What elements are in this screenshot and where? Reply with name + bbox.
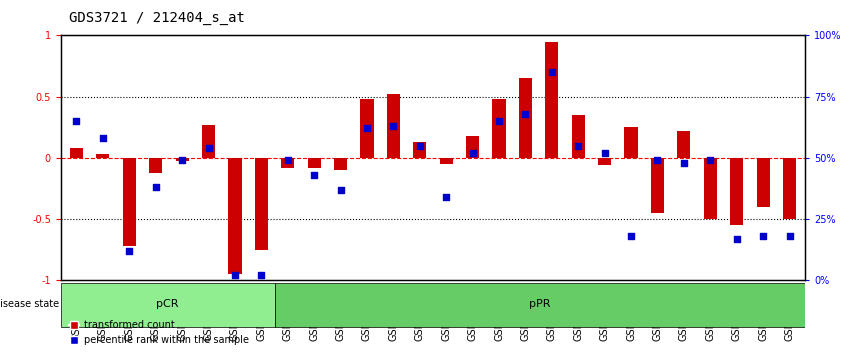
Bar (651, 158, 664, 213)
Point (228, 273, 242, 278)
Point (756, 233, 770, 239)
Point (439, 194, 453, 200)
Bar (123, 158, 136, 246)
Point (466, 150, 480, 156)
Point (519, 111, 533, 116)
Bar (493, 99, 506, 158)
Bar (387, 94, 400, 158)
Bar (598, 158, 611, 165)
Point (255, 273, 268, 278)
FancyBboxPatch shape (275, 283, 805, 327)
Bar (519, 78, 532, 158)
Point (122, 248, 136, 254)
Point (598, 150, 611, 156)
Point (333, 187, 347, 193)
Bar (229, 158, 242, 274)
Point (730, 236, 744, 241)
Point (650, 158, 664, 163)
Point (545, 69, 559, 75)
Point (783, 233, 797, 239)
Bar (440, 158, 453, 164)
Bar (413, 142, 426, 158)
Bar (572, 115, 585, 158)
Point (307, 172, 321, 178)
Bar (334, 158, 347, 170)
Legend: transformed count, percentile rank within the sample: transformed count, percentile rank withi… (66, 316, 253, 349)
Bar (255, 158, 268, 250)
Bar (730, 158, 743, 225)
Point (281, 158, 294, 163)
Point (69, 118, 83, 124)
FancyBboxPatch shape (61, 283, 275, 327)
Bar (546, 41, 559, 158)
Point (175, 158, 189, 163)
Text: pPR: pPR (529, 299, 551, 309)
Point (572, 143, 585, 148)
Bar (757, 158, 770, 207)
Bar (624, 127, 637, 158)
Point (149, 184, 163, 190)
Point (703, 158, 717, 163)
Point (96, 135, 110, 141)
Bar (176, 158, 189, 161)
Bar (307, 158, 320, 168)
Point (413, 143, 427, 148)
Text: disease state: disease state (0, 299, 59, 309)
Bar (677, 131, 690, 158)
Point (202, 145, 216, 151)
Bar (202, 125, 215, 158)
Bar (783, 158, 796, 219)
Point (360, 126, 374, 131)
Point (677, 160, 691, 166)
Point (386, 123, 400, 129)
Bar (281, 158, 294, 168)
Text: GDS3721 / 212404_s_at: GDS3721 / 212404_s_at (69, 11, 245, 25)
Point (492, 118, 506, 124)
Bar (96, 154, 109, 158)
Bar (360, 99, 373, 158)
Bar (70, 148, 83, 158)
Bar (466, 136, 479, 158)
Bar (704, 158, 717, 219)
Bar (149, 158, 162, 172)
Text: pCR: pCR (157, 299, 179, 309)
Point (624, 233, 638, 239)
